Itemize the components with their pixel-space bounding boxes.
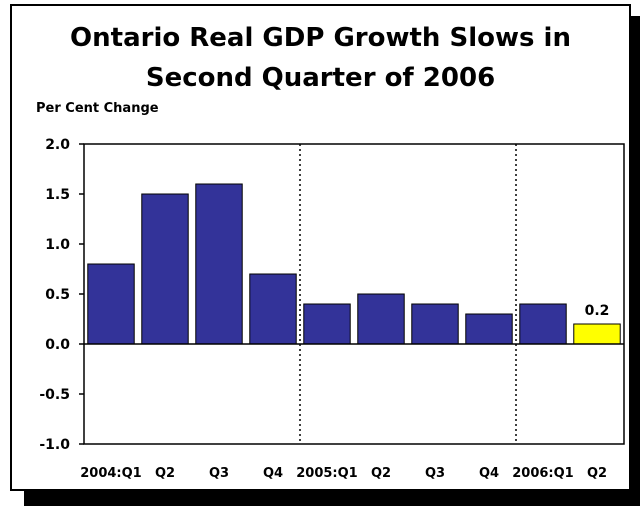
x-tick-label: Q2 xyxy=(371,466,391,481)
x-tick-label: Q2 xyxy=(155,466,175,481)
chart-title-line2: Second Quarter of 2006 xyxy=(145,63,496,93)
bar-0 xyxy=(87,263,135,345)
bar-8 xyxy=(519,303,567,345)
bar-6 xyxy=(411,303,459,345)
bar-1 xyxy=(141,193,189,345)
chart-title-line1: Ontario Real GDP Growth Slows in xyxy=(70,23,571,53)
y-tick-label: 2.0 xyxy=(45,137,70,153)
x-tick-label: Q3 xyxy=(425,466,445,481)
x-tick-label: 2004:Q1 xyxy=(80,466,141,481)
y-axis-label: Per Cent Change xyxy=(36,101,159,116)
bar-3 xyxy=(249,273,297,345)
y-tick-label: -1.0 xyxy=(39,437,70,453)
y-tick-label: -0.5 xyxy=(39,387,70,403)
y-tick-label: 1.5 xyxy=(45,187,70,203)
y-tick-label: 1.0 xyxy=(45,237,70,253)
data-labels: 0.2 xyxy=(585,303,610,319)
x-tick-label: 2005:Q1 xyxy=(296,466,357,481)
x-axis: 2004:Q1 Q2 Q3 Q4 2005:Q1 Q2 Q3 Q4 2006:Q1 Q2 xyxy=(80,466,607,481)
bars xyxy=(87,183,621,345)
x-tick-label: Q4 xyxy=(263,466,283,481)
x-tick-label: Q3 xyxy=(209,466,229,481)
year-separators xyxy=(299,144,517,444)
bar-5 xyxy=(357,293,405,345)
bar-2 xyxy=(195,183,243,345)
chart-title: Ontario Real GDP Growth Slows in Second … xyxy=(12,18,629,98)
x-tick-label: Q2 xyxy=(587,466,607,481)
y-axis: 2.0 1.5 1.0 0.5 0.0 -0.5 -1.0 xyxy=(39,137,84,453)
bar-4 xyxy=(303,303,351,345)
data-label: 0.2 xyxy=(585,303,610,319)
x-tick-label: Q4 xyxy=(479,466,499,481)
y-tick-label: 0.0 xyxy=(45,337,70,353)
y-tick-label: 0.5 xyxy=(45,287,70,303)
bar-7 xyxy=(465,313,513,345)
x-tick-label: 2006:Q1 xyxy=(512,466,573,481)
bar-9 xyxy=(573,323,621,345)
